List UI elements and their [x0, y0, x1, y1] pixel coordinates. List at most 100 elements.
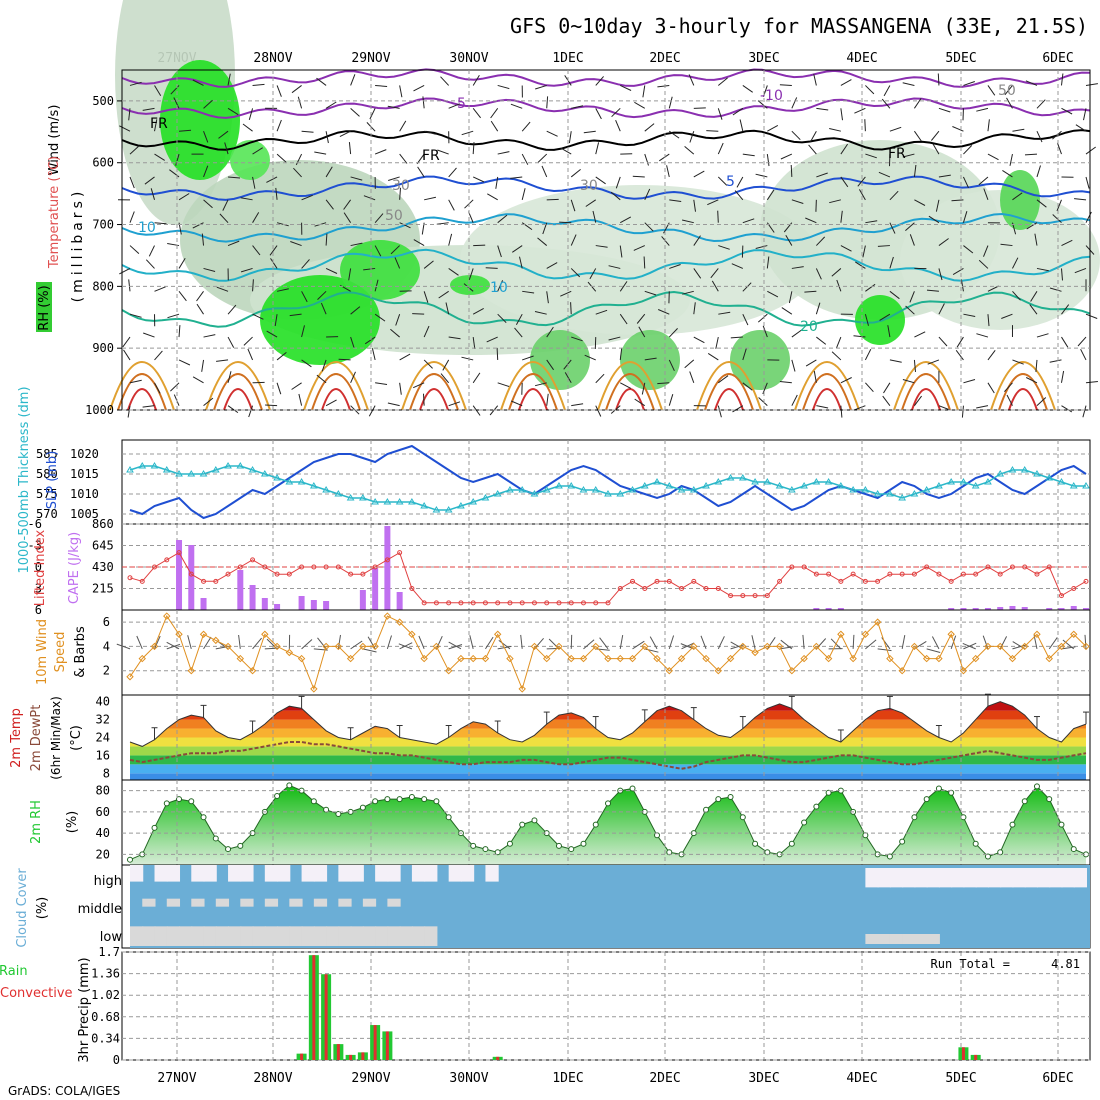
- rh-marker: [163, 800, 170, 807]
- wind-barb: [889, 256, 894, 269]
- wind-barb: [290, 241, 302, 247]
- precip-side-label-2: Convective: [0, 986, 73, 1001]
- wind-barb: [314, 151, 327, 155]
- wind-barb: [266, 330, 278, 338]
- wind-barb: [865, 382, 874, 393]
- wind-axis-label-1: 10m Wind: [35, 619, 50, 685]
- high-cloud-gap: [130, 865, 144, 882]
- wind-barb: [436, 222, 449, 225]
- lifted-index-marker: [299, 564, 305, 570]
- thickness-marker: [567, 482, 576, 489]
- wind-barb: [129, 245, 140, 254]
- wind-barb: [154, 85, 162, 96]
- thickness-marker: [273, 474, 281, 481]
- wind-barb: [325, 267, 338, 274]
- surface-temperature-contour: [990, 361, 1056, 411]
- low-cloud-gap: [902, 934, 916, 944]
- contour-minus5: [121, 97, 1091, 119]
- wind-barb: [448, 268, 459, 276]
- cape-bar: [1009, 606, 1016, 610]
- thickness-tick: 575: [36, 487, 58, 501]
- rh-region: [460, 185, 820, 335]
- wind-speed-marker: [432, 642, 441, 651]
- cape-bar: [1046, 608, 1053, 610]
- wind-speed-marker: [175, 630, 183, 638]
- wind-barb: [668, 130, 680, 139]
- surface-temperature-contour: [303, 361, 369, 411]
- wind-barb: [395, 314, 401, 326]
- lifted-index-marker: [556, 600, 562, 606]
- rh-marker: [1009, 821, 1016, 828]
- wind-speed-marker: [984, 642, 992, 651]
- wind-barb: [448, 167, 457, 178]
- wind-barb: [128, 108, 131, 121]
- surface-wind-barb: [317, 637, 327, 650]
- middle-cloud-gap: [264, 898, 279, 907]
- wind-barb: [913, 359, 916, 372]
- wind-barb: [128, 279, 131, 292]
- date-tick-bottom: 1DEC: [552, 1071, 583, 1086]
- lifted-index-marker: [1058, 593, 1064, 599]
- wind-barb: [766, 189, 775, 201]
- wind-barb: [325, 101, 337, 109]
- wind-barb: [595, 309, 608, 315]
- wind-speed-marker: [383, 612, 392, 620]
- wind-barb: [252, 279, 254, 292]
- wind-barb: [1036, 333, 1049, 338]
- wind-barb: [864, 119, 866, 132]
- high-cloud-gap: [313, 865, 328, 882]
- surface-temperature-contour: [518, 388, 548, 411]
- wind-barb: [448, 336, 461, 340]
- lower-panels: 1005 1010 1015 1020 570 575 580 585 1000-500mb T…: [0, 386, 1091, 1067]
- surface-temperature-contour: [401, 361, 467, 411]
- wind-barb: [321, 359, 327, 372]
- temperature-tick: 40: [96, 695, 110, 709]
- wind-barb: [240, 197, 253, 201]
- thickness-marker: [751, 478, 759, 485]
- wind-barb: [1006, 394, 1013, 406]
- surface-wind-barb: [1012, 644, 1027, 650]
- lifted-index-marker: [507, 600, 513, 606]
- wind-barb: [1035, 359, 1038, 372]
- lifted-index-marker: [728, 593, 734, 599]
- precip-tick: 1.02: [91, 988, 120, 1002]
- surface-temperature-contour: [109, 361, 175, 411]
- surface-wind-barb: [815, 638, 827, 650]
- wind-barb: [987, 314, 990, 327]
- surface-temperature-contour: [998, 373, 1048, 411]
- high-cloud-gap: [987, 868, 1002, 888]
- contour-label: 50: [385, 208, 403, 224]
- thickness-marker: [162, 466, 171, 473]
- wind-tick: 2: [103, 664, 110, 678]
- wind-barb: [668, 394, 674, 406]
- wind-barb: [1012, 257, 1019, 269]
- wind-barb: [252, 147, 263, 155]
- wind-barb: [537, 153, 548, 163]
- high-cloud-gap: [228, 865, 242, 882]
- wind-speed-marker: [641, 642, 649, 651]
- wind-speed-marker: [849, 654, 857, 663]
- wind-barb: [546, 291, 549, 304]
- convective-bar: [349, 1054, 353, 1060]
- thickness-marker: [1008, 466, 1017, 473]
- wind-barb: [865, 283, 876, 292]
- wind-barb: [350, 107, 360, 117]
- wind-barb: [840, 143, 849, 155]
- wind-barb: [938, 405, 951, 411]
- contour-label: FR: [422, 148, 440, 164]
- wind-barb: [883, 382, 891, 394]
- wind-barb: [1034, 233, 1038, 246]
- wind-barb: [252, 176, 256, 189]
- wind-barb: [546, 393, 549, 406]
- pressure-tick-label: 700: [92, 218, 114, 232]
- wind-speed-marker: [959, 667, 968, 675]
- cape-bar: [384, 526, 391, 610]
- wind-barb: [497, 280, 504, 292]
- thickness-marker: [726, 474, 735, 481]
- wind-barb: [394, 257, 401, 269]
- surface-wind-barb: [301, 639, 313, 650]
- wind-barb: [472, 372, 481, 384]
- wind-barb: [840, 210, 843, 223]
- wind-speed-marker: [996, 642, 1004, 651]
- lifted-index-marker: [777, 578, 783, 584]
